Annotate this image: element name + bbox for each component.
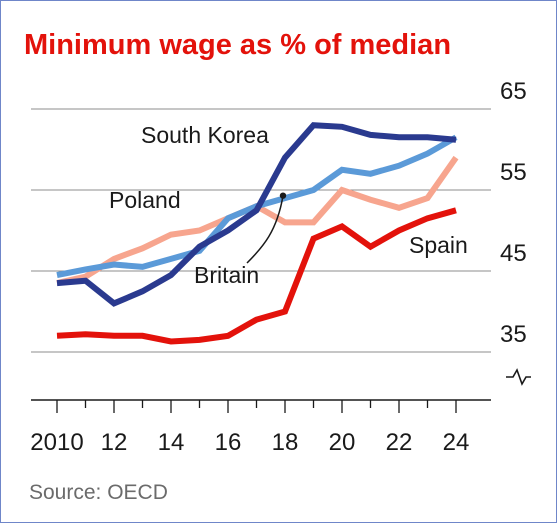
series-line-south-korea [56, 122, 457, 307]
y-axis-ticks: 35 45 55 65 [500, 78, 531, 386]
x-tick-label: 14 [158, 429, 185, 456]
x-tick-label: 20 [329, 429, 356, 456]
x-tick-label: 18 [272, 429, 299, 456]
y-tick-label: 45 [500, 240, 527, 267]
y-tick-label: 55 [500, 159, 527, 186]
chart-title: Minimum wage as % of median [24, 29, 451, 61]
series-label-britain: Britain [194, 262, 259, 288]
x-tick-label: 24 [443, 429, 470, 456]
grid [31, 108, 491, 353]
x-tick-label: 22 [386, 429, 413, 456]
x-tick-label: 2010 [30, 429, 83, 456]
axis-break-icon [506, 368, 531, 386]
britain-leader-line [246, 195, 284, 264]
series-label-south-korea: South Korea [141, 122, 269, 148]
britain-leader-dot [279, 192, 287, 199]
x-tick-label: 16 [215, 429, 242, 456]
series-label-spain: Spain [409, 232, 468, 258]
source-note: Source: OECD [29, 481, 168, 504]
y-tick-label: 35 [500, 321, 527, 348]
y-tick-label: 65 [500, 78, 527, 105]
series-lines [56, 122, 459, 345]
x-axis: 2010 12 14 16 18 20 22 24 [30, 399, 491, 456]
series-line-spain [56, 207, 457, 345]
x-tick-label: 12 [101, 429, 128, 456]
annotations: South Korea Britain Poland Spain [109, 122, 468, 288]
series-label-poland: Poland [109, 187, 181, 213]
